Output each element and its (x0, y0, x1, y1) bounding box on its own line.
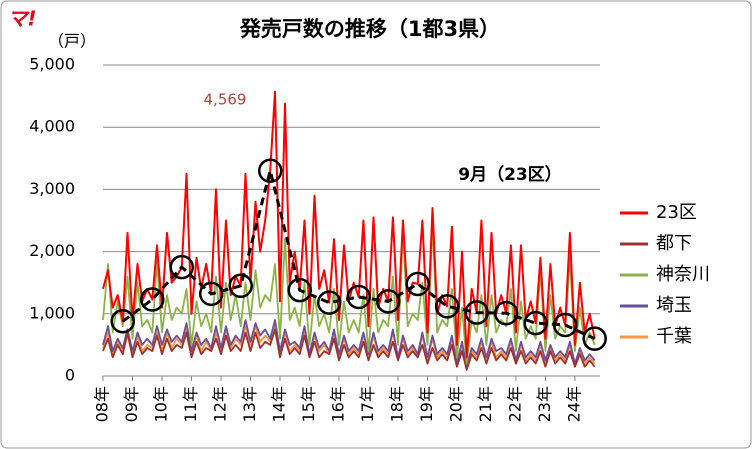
chart-title: 発売戸数の推移（1都3県） (239, 17, 500, 41)
x-tick-label: 18年 (387, 386, 406, 422)
x-tick-label: 10年 (151, 386, 170, 422)
x-tick-label: 12年 (210, 386, 229, 422)
x-tick-label: 24年 (564, 386, 583, 422)
x-tick-label: 19年 (417, 386, 436, 422)
y-tick-label: 5,000 (29, 55, 75, 74)
annotation: 4,569 (204, 91, 247, 109)
y-tick-label: 2,000 (29, 241, 75, 260)
highlight-point (375, 289, 401, 314)
legend-label: 千葉 (656, 326, 692, 347)
highlight-label: 9月（23区） (458, 164, 562, 185)
legend-label: 23区 (656, 202, 697, 223)
x-tick-label: 15年 (299, 386, 318, 422)
highlight-point (316, 290, 342, 315)
x-tick-label: 21年 (476, 386, 495, 422)
highlight-point (140, 287, 165, 312)
logo: マ! (7, 7, 36, 31)
legend-label: 埼玉 (656, 295, 692, 316)
x-tick-label: 16年 (328, 386, 347, 422)
x-tick-label: 23年 (535, 386, 554, 422)
highlight-point (346, 284, 371, 310)
data-line (102, 222, 596, 365)
highlight-point (169, 254, 195, 280)
x-tick-label: 14年 (269, 386, 288, 422)
x-tick-label: 09年 (122, 386, 141, 422)
y-tick-label: 3,000 (29, 179, 75, 198)
highlight-point (582, 326, 607, 351)
highlight-point (405, 271, 430, 297)
x-tick-label: 08年 (93, 386, 112, 422)
highlight-point (257, 158, 283, 183)
highlight-point (110, 309, 136, 334)
highlight-point (287, 277, 312, 303)
y-tick-label: 4,000 (29, 117, 75, 136)
highlight-point (523, 310, 548, 336)
x-tick-label: 13年 (240, 386, 259, 422)
x-tick-label: 17年 (358, 386, 377, 422)
legend-label: 都下 (656, 233, 692, 254)
x-tick-label: 22年 (505, 386, 524, 422)
y-tick-label: 0 (65, 366, 75, 385)
x-tick-label: 20年 (446, 386, 465, 422)
highlight-point (434, 294, 460, 319)
data-line (102, 328, 596, 371)
highlight-point (552, 312, 578, 338)
highlight-point (198, 281, 224, 307)
y-axis-label: （戸） (48, 32, 96, 51)
x-tick-label: 11年 (181, 386, 200, 422)
y-tick-label: 1,000 (29, 303, 75, 322)
highlight-point (464, 300, 489, 325)
highlight-point (228, 273, 253, 299)
legend-label: 神奈川 (656, 264, 710, 285)
data-line (102, 319, 596, 368)
highlight-point (493, 300, 519, 326)
